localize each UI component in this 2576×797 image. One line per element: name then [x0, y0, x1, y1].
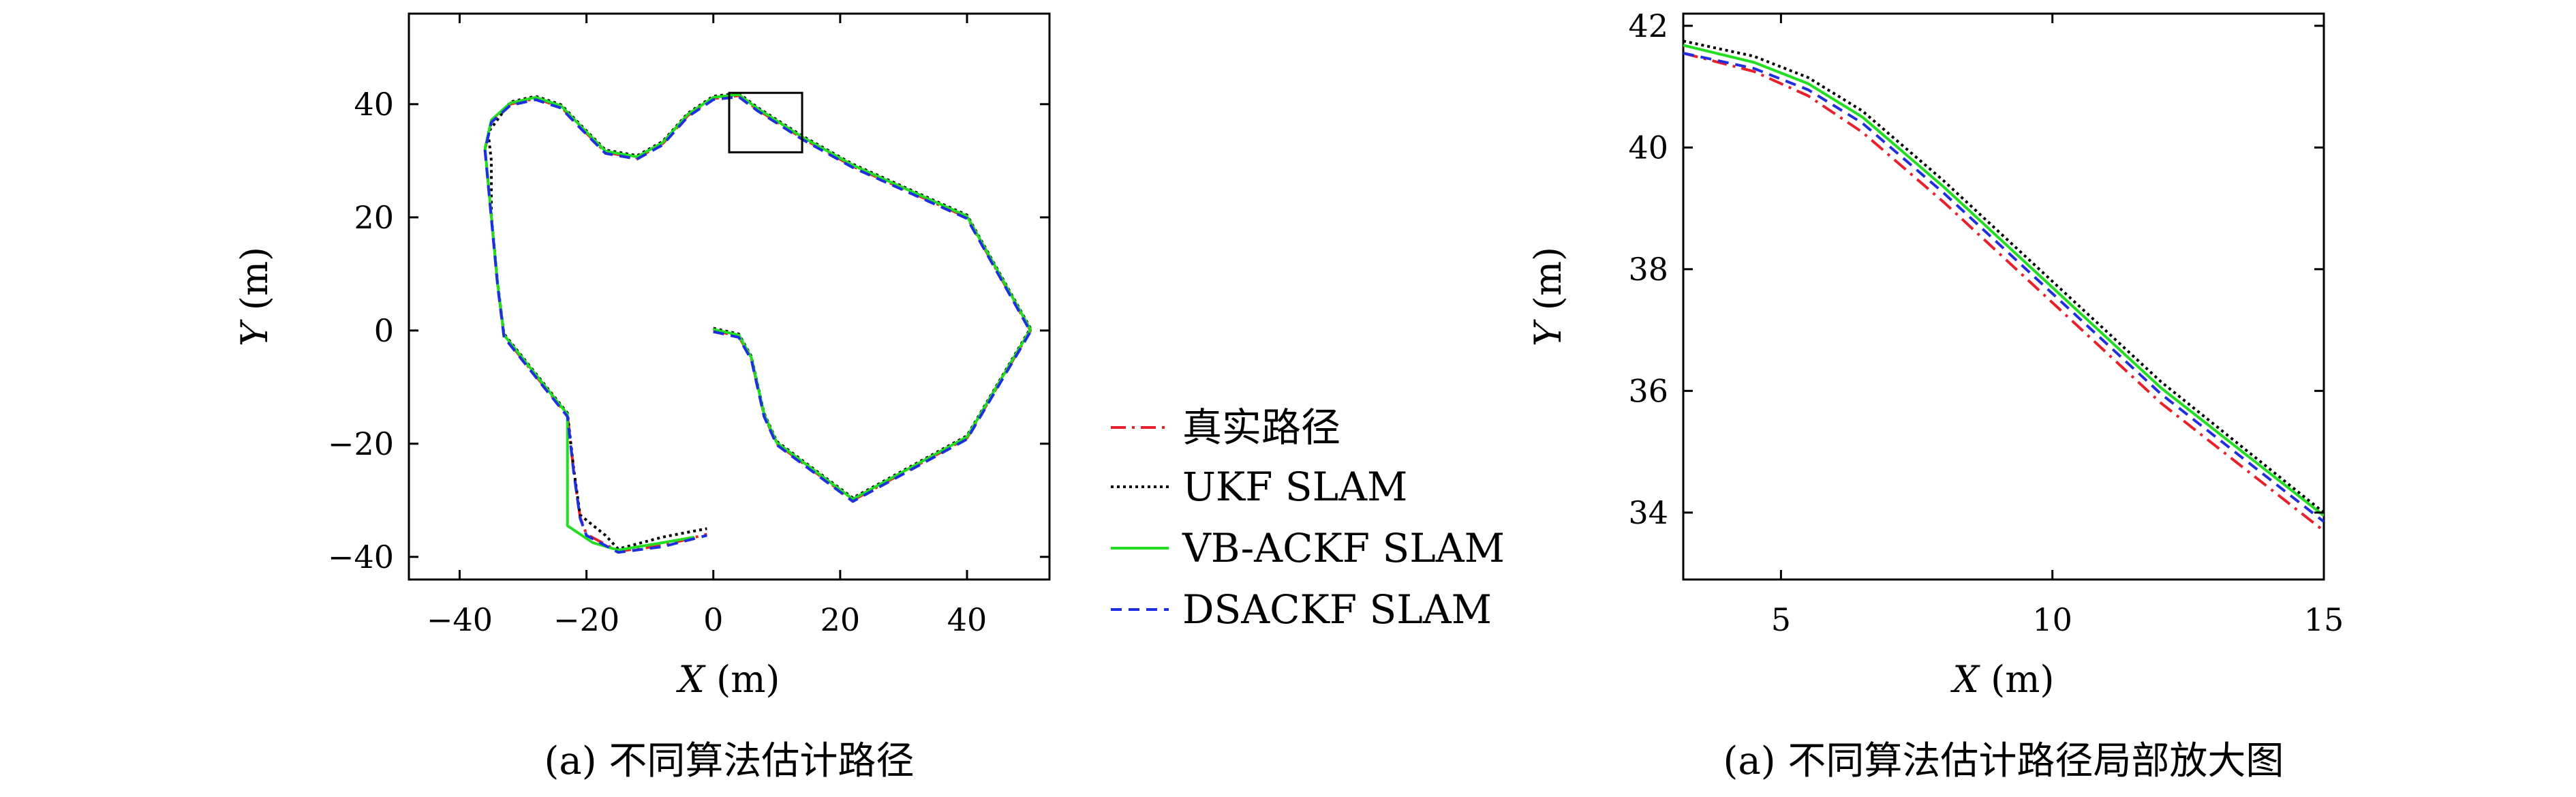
right-xtick-label: 10: [2032, 601, 2072, 638]
left-ytick-label: 20: [354, 199, 394, 236]
right-ytick-label: 40: [1628, 129, 1668, 166]
legend-label-dsackf: DSACKF SLAM: [1182, 586, 1492, 633]
left-series-ukf: [487, 92, 1032, 551]
left-y-axis-label: Y (m): [233, 247, 276, 346]
left-caption: (a) 不同算法估计路径: [545, 739, 915, 783]
left-plot-frame: [408, 12, 1051, 581]
left-series-vbackf: [483, 93, 1032, 552]
right-series-vbackf: [1683, 44, 2324, 517]
left-xtick-label: −40: [427, 601, 493, 638]
right-x-axis-label: X (m): [1950, 658, 2055, 701]
legend-label-true-path: 真实路径: [1182, 404, 1340, 451]
right-caption: (a) 不同算法估计路径局部放大图: [1723, 739, 2284, 783]
left-ytick-label: −40: [328, 539, 394, 575]
legend-label-vbackf: VB-ACKF SLAM: [1182, 525, 1505, 571]
right-series-group: [1683, 40, 2324, 532]
right-ytick-label: 38: [1628, 251, 1668, 288]
left-zoom-box: [728, 91, 803, 153]
right-ytick-label: 42: [1628, 7, 1668, 44]
right-plot-frame: [1682, 12, 2325, 581]
left-xtick-label: 20: [821, 601, 861, 638]
left-xtick-label: −20: [553, 601, 619, 638]
left-x-axis-label: X (m): [676, 658, 780, 701]
right-series-dsackf: [1683, 52, 2324, 523]
right-xtick-label: 5: [1771, 601, 1791, 638]
right-chart: 5 10 15 34 36 38 40 42 X (m) Y (m) (a) 不同算法估计路径…: [1527, 7, 2344, 783]
left-xtick-label: 0: [703, 601, 723, 638]
right-xtick-label: 15: [2304, 601, 2344, 638]
right-y-axis-label: Y (m): [1527, 247, 1569, 346]
left-series-dsackf: [483, 95, 1032, 554]
right-series-true: [1683, 52, 2324, 532]
left-ytick-label: 0: [374, 312, 394, 349]
left-series-group: [483, 91, 1032, 554]
left-ticks-group: −40 −20 0 20 40 −40 −20 0 20 40: [328, 14, 1049, 638]
left-ytick-label: −20: [328, 425, 394, 462]
right-ytick-label: 34: [1628, 494, 1668, 531]
right-ticks-group: 5 10 15 34 36 38 40 42: [1628, 7, 2344, 638]
left-ytick-label: 40: [354, 86, 394, 123]
legend: 真实路径 UKF SLAM VB-ACKF SLAM DSACKF SLAM: [1111, 404, 1505, 633]
left-xtick-label: 40: [947, 601, 987, 638]
right-series-ukf: [1683, 40, 2324, 514]
right-ytick-label: 36: [1628, 372, 1668, 409]
legend-label-ukf: UKF SLAM: [1182, 464, 1407, 510]
left-chart: −40 −20 0 20 40 −40 −20 0 20 40 X (m) Y (m) (a) 不…: [233, 12, 1051, 783]
